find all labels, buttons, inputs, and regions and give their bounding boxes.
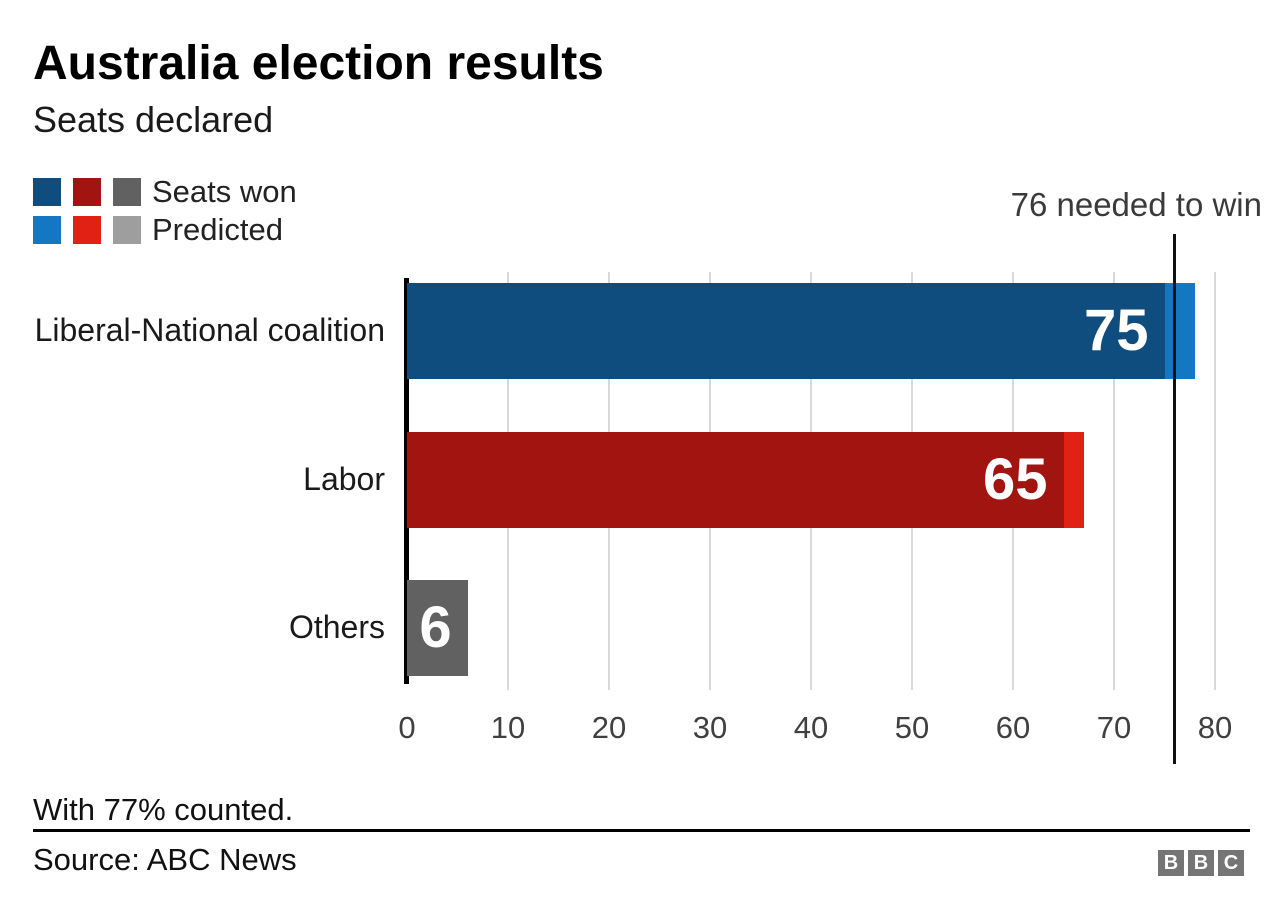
legend-label-predicted: Predicted xyxy=(152,212,283,247)
bbc-logo-block: C xyxy=(1218,850,1244,876)
x-tick-label: 10 xyxy=(490,710,526,745)
legend-swatch xyxy=(113,215,141,244)
category-label-labor: Labor xyxy=(303,461,385,498)
bbc-logo-block: B xyxy=(1188,850,1214,876)
gridline xyxy=(1214,272,1216,690)
source-label: Source: ABC News xyxy=(33,842,297,877)
legend: Seats won Predicted xyxy=(33,176,297,245)
bbc-logo-block: B xyxy=(1158,850,1184,876)
legend-swatch xyxy=(33,177,61,206)
gridline xyxy=(1113,272,1115,690)
legend-swatch xyxy=(73,177,101,206)
x-tick-label: 70 xyxy=(1096,710,1132,745)
won-bar: 6 xyxy=(407,580,468,676)
x-tick-label: 40 xyxy=(793,710,829,745)
legend-swatch xyxy=(73,215,101,244)
x-tick-label: 80 xyxy=(1197,710,1233,745)
won-bar: 65 xyxy=(407,432,1064,528)
needed-to-win-line xyxy=(1173,234,1177,764)
chart-subtitle: Seats declared xyxy=(33,99,274,140)
won-bar: 75 xyxy=(407,283,1165,379)
bar-value-label: 75 xyxy=(1083,298,1149,363)
bar-value-label: 6 xyxy=(419,595,452,660)
y-axis-line xyxy=(404,278,409,684)
page-title: Australia election results xyxy=(33,37,604,90)
bar-value-label: 65 xyxy=(982,447,1048,512)
x-tick-label: 60 xyxy=(995,710,1031,745)
category-label-others: Others xyxy=(288,609,385,646)
x-tick-label: 20 xyxy=(591,710,627,745)
legend-row-seats-won: Seats won xyxy=(33,176,297,207)
x-tick-label: 50 xyxy=(894,710,930,745)
bbc-logo: B B C xyxy=(1158,850,1244,876)
legend-swatches-predicted xyxy=(33,215,141,244)
footnote: With 77% counted. xyxy=(33,792,294,827)
category-label-coalition: Liberal-National coalition xyxy=(34,312,385,349)
legend-swatch xyxy=(33,215,61,244)
x-tick-label: 30 xyxy=(692,710,728,745)
needed-to-win-label: 76 needed to win xyxy=(1010,186,1262,223)
legend-swatches-seats-won xyxy=(33,177,141,206)
legend-label-seats-won: Seats won xyxy=(152,174,297,209)
legend-row-predicted: Predicted xyxy=(33,214,297,245)
footer-divider xyxy=(33,829,1250,832)
legend-swatch xyxy=(113,177,141,206)
x-tick-label: 0 xyxy=(398,710,416,745)
